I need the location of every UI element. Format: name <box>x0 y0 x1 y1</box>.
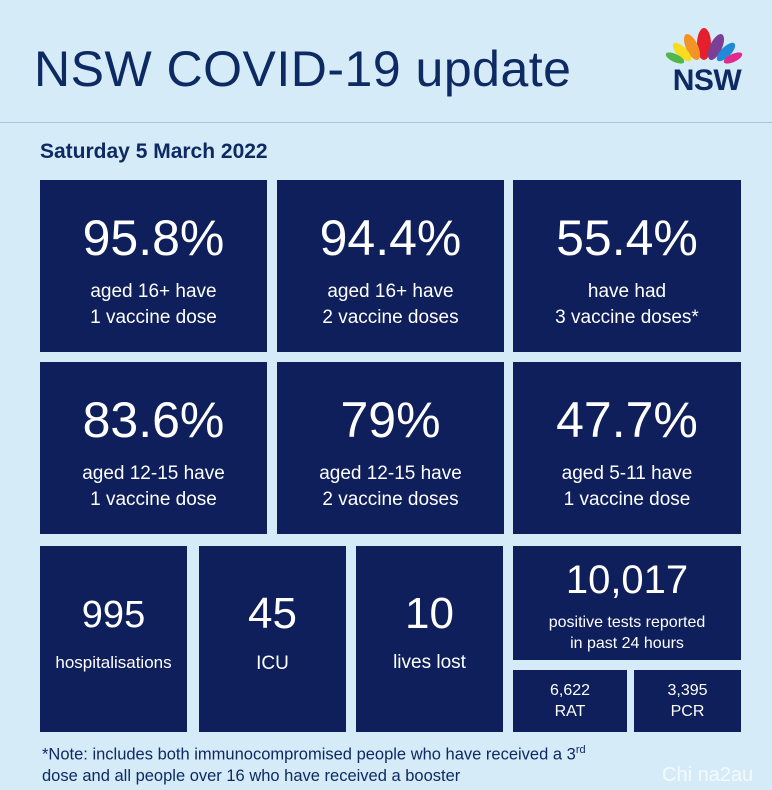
header: NSW COVID-19 update NSW <box>0 0 772 123</box>
pcr-value: 3,395 <box>667 682 708 699</box>
lives-lost-tile: 10 lives lost <box>356 546 503 732</box>
nsw-waratah-logo-icon <box>665 28 743 64</box>
tile-label: aged 5-11 have <box>561 463 693 484</box>
watermark: Chi na2au <box>662 764 754 786</box>
footnote-text: *Note: includes both immunocompromised p… <box>42 745 576 764</box>
lives-lost-label: lives lost <box>393 652 466 673</box>
rat-value: 6,622 <box>549 682 591 699</box>
tile-label: aged 12-15 have <box>82 463 225 484</box>
icu-tile: 45 ICU <box>199 546 346 732</box>
tile-value: 47.7% <box>556 392 698 448</box>
tile-label: aged 16+ have <box>90 281 217 302</box>
vaccine-tile: 83.6% aged 12-15 have 1 vaccine dose <box>40 362 267 534</box>
page-title: NSW COVID-19 update <box>34 41 572 97</box>
tile-label: aged 12-15 have <box>319 463 462 484</box>
positive-tests-label: positive tests reported <box>548 614 706 631</box>
vaccine-tile: 79% aged 12-15 have 2 vaccine doses <box>277 362 504 534</box>
tile-value: 83.6% <box>82 392 225 448</box>
icu-value: 45 <box>248 589 297 638</box>
tile-label: 3 vaccine doses* <box>555 307 699 328</box>
positive-tests-label: in past 24 hours <box>570 635 684 652</box>
tile-label: 1 vaccine dose <box>90 307 217 328</box>
footnote-superscript: rd <box>575 744 586 756</box>
rat-label: RAT <box>554 703 586 720</box>
tile-value: 94.4% <box>319 210 462 266</box>
vaccine-tile: 95.8% aged 16+ have 1 vaccine dose <box>40 180 267 352</box>
tile-value: 95.8% <box>82 210 225 266</box>
tile-label: aged 16+ have <box>327 281 454 302</box>
vaccine-tile: 47.7% aged 5-11 have 1 vaccine dose <box>513 362 741 534</box>
positive-tests-value: 10,017 <box>565 558 689 602</box>
vaccine-tile: 55.4% have had 3 vaccine doses* <box>513 180 741 352</box>
tile-label: 2 vaccine doses <box>322 307 459 328</box>
tile-value: 79% <box>340 392 441 448</box>
tile-label: 2 vaccine doses <box>322 489 459 510</box>
lives-lost-value: 10 <box>405 589 454 638</box>
tile-value: 55.4% <box>556 210 698 266</box>
nsw-logo-text: NSW <box>672 64 742 97</box>
pcr-tile: 3,395 PCR <box>634 670 741 732</box>
footnote-text: dose and all people over 16 who have rec… <box>42 766 461 785</box>
pcr-label: PCR <box>670 703 705 720</box>
tile-label: 1 vaccine dose <box>90 489 217 510</box>
hospitalisations-tile: 995 hospitalisations <box>40 546 187 732</box>
rat-tile: 6,622 RAT <box>513 670 627 732</box>
hospitalisations-label: hospitalisations <box>55 653 172 672</box>
tile-label: 1 vaccine dose <box>563 489 691 510</box>
footnote: *Note: includes both immunocompromised p… <box>42 740 742 787</box>
vaccine-tile: 94.4% aged 16+ have 2 vaccine doses <box>277 180 504 352</box>
report-date: Saturday 5 March 2022 <box>40 140 268 163</box>
tile-label: have had <box>587 281 667 302</box>
icu-label: ICU <box>256 653 289 674</box>
positive-tests-tile: 10,017 positive tests reported in past 2… <box>513 546 741 660</box>
hospitalisations-value: 995 <box>81 594 146 636</box>
